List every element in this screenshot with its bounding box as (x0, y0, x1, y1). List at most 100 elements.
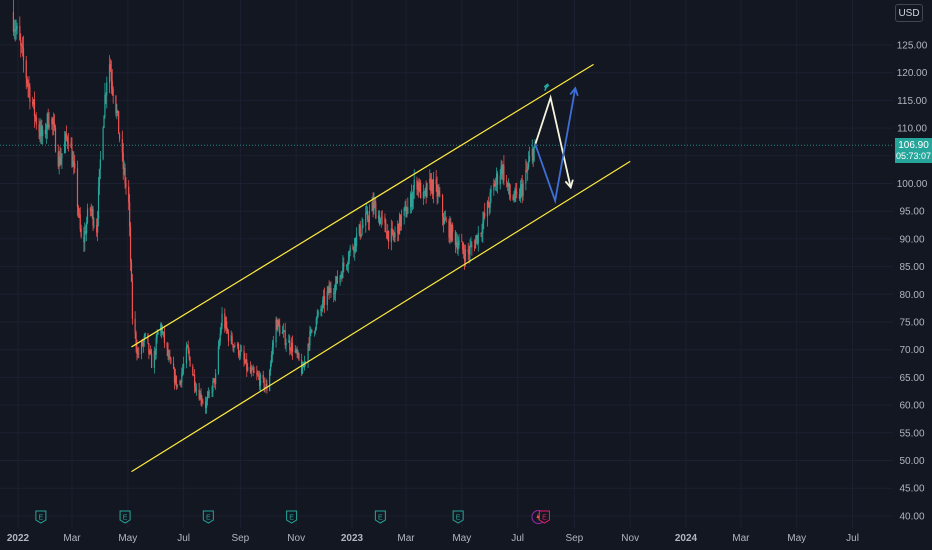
candle-body (40, 125, 42, 137)
candle-body (215, 373, 217, 384)
earnings-marker[interactable]: E (452, 510, 464, 524)
candle-body (157, 331, 159, 335)
x-tick-label: May (787, 533, 806, 544)
candle-body (288, 340, 290, 343)
candle-body (522, 183, 524, 197)
earnings-badge-label: E (289, 515, 294, 522)
parallel-channel-drawing[interactable] (131, 63, 631, 473)
candle-body (66, 137, 69, 143)
candle-body (276, 319, 278, 331)
candle-body (484, 213, 486, 217)
candle-body (136, 346, 138, 355)
candle-body (477, 232, 479, 244)
candle-body (397, 223, 399, 233)
x-tick-label: Jul (177, 533, 190, 544)
candle-body (425, 188, 427, 197)
candle-body (118, 111, 120, 134)
candle-body (258, 376, 261, 386)
earnings-badge-label: E (378, 515, 383, 522)
candle-body (394, 232, 396, 238)
candlestick-series (12, 0, 536, 414)
earnings-marker[interactable]: E (374, 510, 386, 524)
split-bolt-icon (536, 513, 541, 521)
candle-body (130, 262, 133, 282)
candle-body (108, 64, 111, 83)
candle-body (475, 235, 478, 240)
time-axis[interactable]: 2022 Mar May Jul Sep Nov 2023 Mar May Jul Sep Nov 20… (7, 533, 859, 544)
candle-body (277, 320, 279, 331)
candle-body (166, 342, 168, 349)
candle-body (155, 337, 157, 355)
candle-body (42, 129, 44, 137)
candle-body (78, 213, 80, 215)
candle-body (347, 260, 349, 265)
candle-body (72, 161, 74, 167)
candle-body (407, 207, 409, 214)
candle-body (83, 236, 85, 243)
candle-body (335, 276, 338, 284)
candle-body (237, 343, 240, 355)
candle-body (249, 366, 252, 373)
x-tick-label: Sep (565, 533, 583, 544)
candle-body (342, 262, 344, 278)
candle-body (256, 372, 258, 375)
candle-body (284, 330, 286, 346)
projection-arrows-drawing[interactable] (534, 83, 579, 205)
earnings-marker[interactable]: E (119, 510, 131, 524)
candle-body (301, 359, 303, 374)
candle-body (448, 220, 450, 238)
candle-body (73, 161, 75, 164)
x-tick-label: 2023 (341, 533, 364, 544)
candle-body (138, 353, 140, 355)
candle-body (115, 95, 117, 114)
candle-body (496, 173, 499, 185)
candle-body (129, 226, 132, 263)
y-tick-label: 60.00 (899, 401, 924, 412)
earnings-marker[interactable]: E (35, 510, 47, 524)
earnings-marker[interactable]: E (202, 510, 214, 524)
candle-body (391, 228, 393, 230)
candle-body (493, 183, 495, 191)
candle-body (345, 265, 348, 267)
candle-body (527, 166, 529, 171)
candle-body (22, 47, 25, 61)
candle-body (528, 156, 531, 162)
candle-body (358, 224, 360, 235)
channel-line-upper (131, 63, 594, 348)
candle-body (480, 232, 482, 234)
candle-body (122, 152, 124, 169)
price-axis[interactable]: 40.00 45.00 50.00 55.00 60.00 65.00 70.00 75.00… (897, 41, 928, 523)
candle-body (156, 334, 158, 338)
y-tick-label: 110.00 (897, 124, 927, 135)
candle-body (231, 335, 233, 345)
earnings-marker[interactable]: E (531, 510, 550, 524)
candle-body (295, 349, 297, 351)
currency-button[interactable]: USD (895, 4, 923, 22)
candle-body (393, 236, 395, 238)
candle-body (374, 201, 376, 203)
grid-lines (0, 0, 893, 528)
candle-body (320, 309, 322, 312)
candle-body (333, 293, 335, 294)
earnings-marker[interactable]: E (286, 510, 298, 524)
candle-body (361, 227, 363, 235)
candle-body (169, 355, 171, 359)
candle-body (508, 183, 510, 195)
candle-body (189, 356, 191, 367)
candle-body (499, 175, 501, 185)
candle-body (290, 349, 292, 351)
candle-body (302, 365, 305, 368)
candle-body (400, 215, 403, 227)
y-tick-label: 90.00 (899, 234, 924, 245)
candle-body (275, 319, 277, 343)
candle-body (281, 331, 284, 334)
y-tick-label: 65.00 (899, 373, 924, 384)
candle-body (444, 218, 446, 221)
candle-body (289, 340, 291, 350)
candle-body (237, 343, 239, 347)
candle-body (412, 189, 414, 199)
candle-body (271, 346, 273, 356)
candle-body (54, 127, 57, 152)
